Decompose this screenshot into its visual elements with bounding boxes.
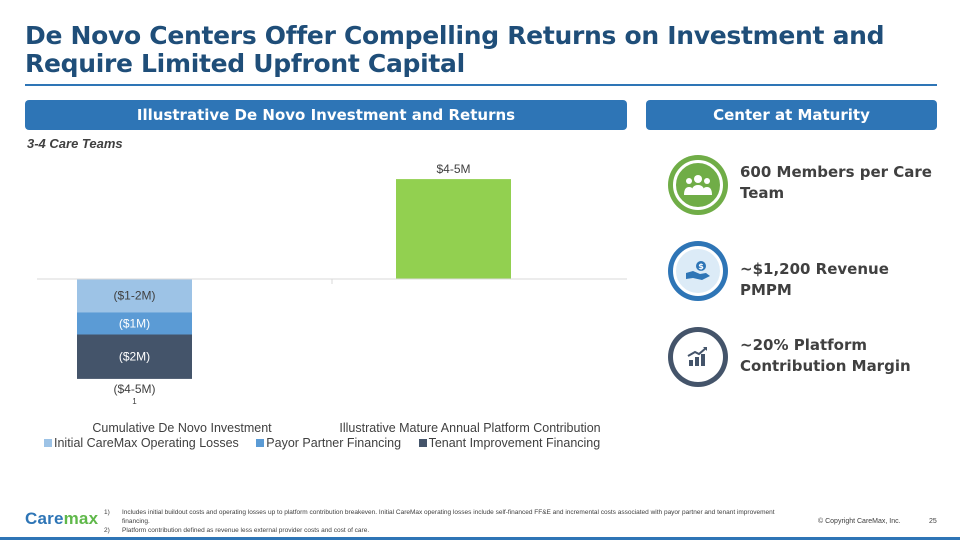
x-category-label: Illustrative Mature Annual Platform Cont… xyxy=(339,421,600,435)
members-metric-text: 600 Members per Care Team xyxy=(740,163,932,202)
logo-main-text: Care xyxy=(25,509,64,528)
investment-returns-chart: ($1-2M) ($1M) ($2M) ($4-5M)1 Cumulative De N… xyxy=(37,162,627,435)
center-maturity-banner: Center at Maturity xyxy=(646,100,937,130)
people-group-icon xyxy=(684,175,712,195)
footnote-number: 1) xyxy=(104,509,110,516)
bar-data-label: ($2M) xyxy=(119,350,150,364)
margin-metric-badge xyxy=(668,327,728,387)
x-tick-label: 1 xyxy=(132,397,137,406)
bar-data-label: $4-5M xyxy=(436,162,470,176)
legend-item-tenant-financing: Tenant Improvement Financing xyxy=(418,436,601,450)
handshake-money-icon: $ xyxy=(686,261,710,280)
revenue-metric-badge: $ xyxy=(668,241,728,301)
legend-swatch xyxy=(256,439,265,447)
page-title: De Novo Centers Offer Compelling Returns… xyxy=(25,21,885,78)
footnote-item: 2) Platform contribution defined as reven… xyxy=(104,526,804,535)
footnote-text: Includes initial buildout costs and oper… xyxy=(122,509,775,525)
legend-label: Initial CareMax Operating Losses xyxy=(54,436,239,450)
legend-swatch xyxy=(418,439,427,447)
logo-accent-text: max xyxy=(63,509,99,528)
bar-segment xyxy=(396,179,511,279)
investment-returns-banner: Illustrative De Novo Investment and Retu… xyxy=(25,100,627,130)
copyright-text: © Copyright CareMax, Inc. xyxy=(818,518,901,525)
footnote-text: Platform contribution defined as revenue… xyxy=(122,527,370,534)
bar-total-label: ($4-5M) xyxy=(113,382,155,396)
bar-data-label: ($1M) xyxy=(119,316,150,330)
care-teams-subtitle: 3-4 Care Teams xyxy=(27,136,123,151)
page-number: 25 xyxy=(929,518,937,525)
bar-segment xyxy=(77,312,192,335)
members-metric-badge xyxy=(668,155,728,215)
footer-divider xyxy=(0,537,960,540)
footnote-item: 1) Includes initial buildout costs and op… xyxy=(104,508,804,526)
svg-text:$: $ xyxy=(698,262,704,271)
revenue-metric-text: ~$1,200 Revenue PMPM xyxy=(740,260,889,299)
bar-data-label: ($1-2M) xyxy=(113,289,155,303)
legend-item-operating-losses: Initial CareMax Operating Losses xyxy=(44,436,239,450)
chart-legend: Initial CareMax Operating Losses Payor P… xyxy=(44,436,614,450)
footnotes: 1) Includes initial buildout costs and op… xyxy=(104,508,804,535)
margin-metric-text: ~20% Platform Contribution Margin xyxy=(740,336,911,375)
bar-segment xyxy=(77,334,192,379)
caremax-logo: Caremax xyxy=(25,509,98,529)
bar-chart-growth-icon xyxy=(687,347,707,366)
legend-label: Tenant Improvement Financing xyxy=(428,436,601,450)
title-divider xyxy=(25,84,937,86)
legend-label: Payor Partner Financing xyxy=(266,436,402,450)
x-category-label: Cumulative De Novo Investment xyxy=(92,421,272,435)
bar-segment xyxy=(77,279,192,313)
legend-item-payor-financing: Payor Partner Financing xyxy=(256,436,401,450)
legend-swatch xyxy=(44,439,52,447)
footnote-number: 2) xyxy=(104,527,110,534)
